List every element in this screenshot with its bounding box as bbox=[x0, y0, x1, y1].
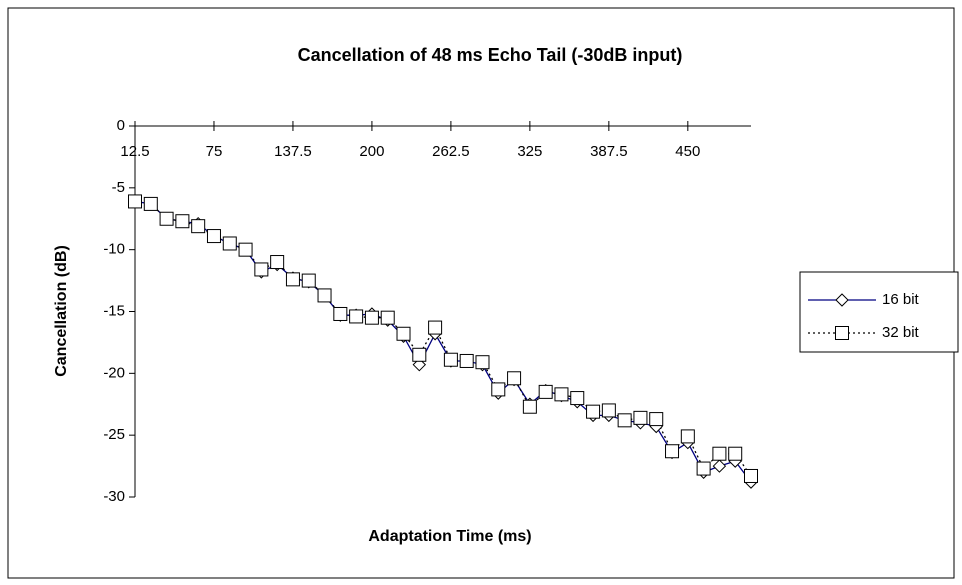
y-tick-label: -25 bbox=[103, 426, 125, 443]
chart-title: Cancellation of 48 ms Echo Tail (-30dB i… bbox=[298, 45, 683, 65]
data-point bbox=[522, 399, 537, 414]
data-point bbox=[443, 352, 458, 367]
data-point bbox=[744, 468, 758, 483]
data-point bbox=[601, 403, 616, 418]
data-point bbox=[680, 429, 695, 444]
y-tick-label: -10 bbox=[103, 241, 125, 258]
data-point bbox=[333, 306, 348, 321]
data-point bbox=[475, 355, 490, 370]
data-point bbox=[285, 272, 300, 287]
data-point bbox=[301, 273, 316, 288]
y-tick-label: -15 bbox=[103, 302, 125, 319]
x-tick-label: 200 bbox=[359, 143, 384, 160]
y-tick-label: -30 bbox=[103, 488, 125, 505]
data-point bbox=[649, 412, 664, 427]
chart-frame bbox=[7, 7, 955, 579]
data-point bbox=[238, 242, 253, 257]
series-line bbox=[134, 200, 752, 483]
data-point bbox=[728, 446, 743, 461]
data-point bbox=[491, 382, 506, 397]
data-point bbox=[270, 255, 285, 270]
x-tick-label: 387.5 bbox=[590, 143, 628, 160]
data-point bbox=[570, 391, 585, 406]
y-tick-label: -20 bbox=[103, 364, 125, 381]
data-point bbox=[507, 371, 522, 386]
data-point bbox=[538, 384, 553, 399]
data-point bbox=[412, 347, 427, 362]
x-tick-label: 12.5 bbox=[120, 143, 149, 160]
legend-marker bbox=[835, 326, 849, 340]
data-point bbox=[206, 229, 221, 244]
data-point bbox=[317, 288, 332, 303]
data-point bbox=[143, 196, 158, 211]
data-point bbox=[254, 262, 269, 277]
data-point bbox=[554, 387, 569, 402]
data-point bbox=[159, 211, 174, 226]
x-tick-label: 325 bbox=[517, 143, 542, 160]
data-point bbox=[191, 219, 206, 234]
data-point bbox=[128, 194, 142, 209]
data-point bbox=[428, 320, 443, 335]
legend-box bbox=[799, 271, 959, 353]
data-point bbox=[222, 236, 237, 251]
x-tick-label: 450 bbox=[675, 143, 700, 160]
data-point bbox=[396, 326, 411, 341]
legend-marker bbox=[835, 293, 849, 307]
data-point bbox=[617, 413, 632, 428]
data-point bbox=[665, 444, 680, 459]
data-point bbox=[380, 310, 395, 325]
x-tick-label: 137.5 bbox=[274, 143, 312, 160]
data-point bbox=[349, 309, 364, 324]
data-point bbox=[696, 461, 711, 476]
y-axis-title: Cancellation (dB) bbox=[53, 245, 70, 377]
data-point bbox=[586, 404, 601, 419]
y-tick-label: -5 bbox=[112, 179, 125, 196]
data-point bbox=[633, 410, 648, 425]
data-point bbox=[364, 310, 379, 325]
x-tick-label: 75 bbox=[206, 143, 223, 160]
data-point bbox=[712, 459, 727, 473]
legend-label: 32 bit bbox=[882, 324, 920, 341]
data-point bbox=[712, 446, 727, 461]
legend-label: 16 bit bbox=[882, 291, 920, 308]
data-point bbox=[175, 214, 190, 229]
data-point bbox=[459, 353, 474, 368]
x-tick-label: 262.5 bbox=[432, 143, 470, 160]
x-axis-title: Adaptation Time (ms) bbox=[368, 528, 531, 545]
y-tick-label: 0 bbox=[117, 117, 125, 134]
